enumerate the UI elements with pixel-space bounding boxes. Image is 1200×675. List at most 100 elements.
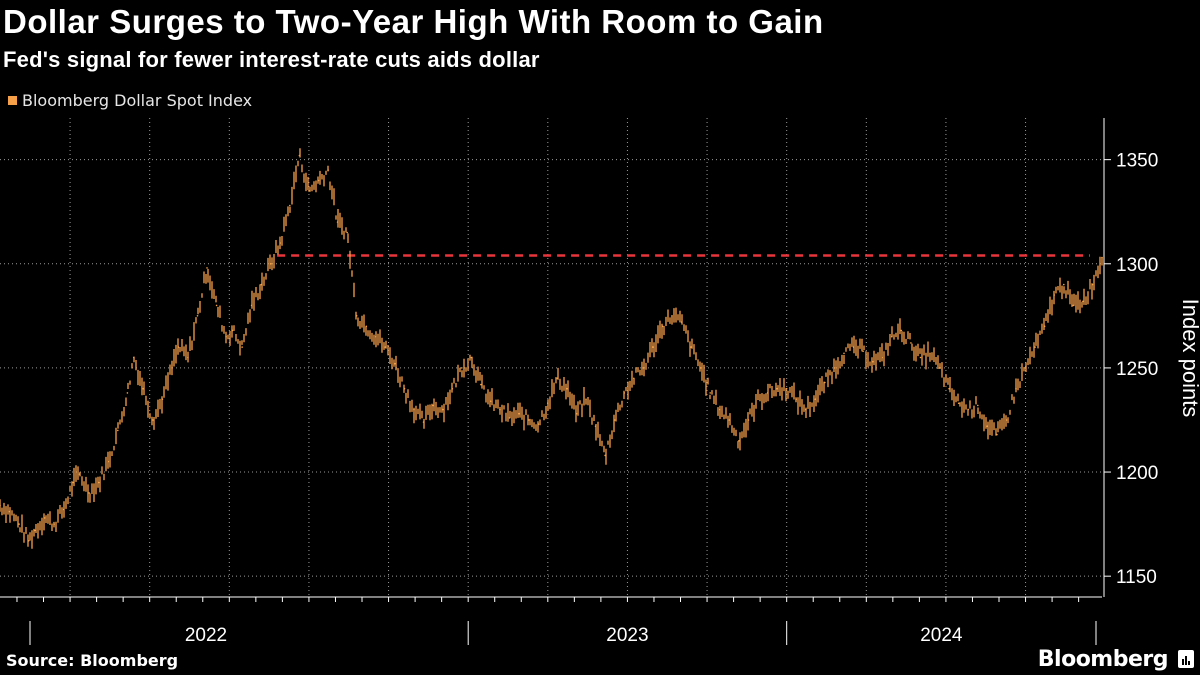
data-point (728, 419, 731, 421)
data-point (881, 356, 883, 359)
data-point (1024, 367, 1027, 369)
brand-logo: Bloomberg (1037, 647, 1169, 672)
data-point (250, 304, 253, 307)
data-point (394, 362, 396, 365)
data-point (785, 387, 788, 390)
data-point (53, 523, 55, 525)
data-point (171, 367, 173, 369)
gridlines (0, 118, 1102, 597)
data-point (757, 398, 759, 401)
series-group (0, 148, 1103, 549)
chart-subtitle: Fed's signal for fewer interest-rate cut… (3, 47, 540, 72)
data-point (547, 402, 549, 405)
data-point (996, 433, 998, 436)
data-point (671, 315, 673, 317)
x-tick-label: 2023 (606, 625, 648, 646)
data-point (117, 429, 119, 432)
data-point (1082, 300, 1084, 303)
data-point (805, 408, 807, 411)
data-point (957, 402, 960, 405)
data-point (977, 404, 979, 407)
data-point (196, 315, 199, 317)
data-point (642, 367, 645, 369)
data-point (97, 481, 100, 484)
bloomberg-terminal-icon (1178, 650, 1194, 668)
series-bars (0, 148, 1103, 549)
data-point (824, 381, 826, 384)
x-tick-label: 2022 (185, 625, 227, 646)
data-point (107, 460, 110, 463)
legend: Bloomberg Dollar Spot Index (8, 91, 252, 110)
data-point (142, 387, 145, 390)
data-point (0, 504, 1, 507)
data-point (910, 342, 912, 344)
data-point (814, 398, 817, 401)
data-point (34, 529, 36, 532)
data-point (776, 387, 778, 390)
y-tick-label: 1200 (1116, 463, 1158, 484)
data-point (308, 190, 310, 192)
data-point (403, 387, 406, 390)
data-point (225, 335, 227, 338)
data-point (336, 221, 339, 223)
legend-label: Bloomberg Dollar Spot Index (22, 91, 253, 110)
data-point (279, 242, 282, 244)
data-point (795, 398, 797, 401)
data-point (451, 387, 454, 390)
data-point (900, 329, 903, 332)
data-point (18, 523, 20, 525)
data-point (461, 367, 463, 369)
data-point (177, 346, 180, 348)
data-point (575, 412, 578, 415)
data-point (891, 335, 893, 338)
data-point (1015, 387, 1017, 390)
data-point (1005, 419, 1008, 421)
data-point (88, 492, 90, 494)
data-point (633, 377, 635, 380)
data-point (206, 267, 208, 269)
data-point (215, 304, 218, 307)
data-point (1053, 294, 1055, 296)
data-point (680, 321, 683, 323)
data-point (480, 383, 482, 386)
data-point (499, 408, 501, 411)
data-point (967, 408, 969, 411)
data-point (43, 517, 46, 519)
data-point (537, 423, 540, 425)
legend-swatch (8, 96, 17, 105)
data-point (8, 510, 11, 513)
y-axis-label: Index points (1178, 299, 1200, 418)
data-point (187, 356, 189, 359)
data-point (518, 412, 520, 415)
data-point (948, 387, 950, 390)
data-point (594, 425, 597, 428)
data-point (709, 392, 711, 394)
data-point (690, 346, 692, 348)
data-point (298, 154, 301, 157)
data-point (652, 346, 654, 348)
data-point (699, 367, 702, 369)
data-point (852, 346, 855, 348)
data-point (1101, 256, 1103, 259)
y-tick-label: 1300 (1116, 255, 1158, 276)
data-point (432, 404, 435, 407)
data-point (27, 540, 30, 542)
data-point (78, 473, 81, 475)
data-point (1091, 283, 1094, 286)
data-point (346, 231, 349, 234)
y-tick-label: 1150 (1116, 567, 1157, 588)
chart-title: Dollar Surges to Two-Year High With Room… (3, 3, 824, 40)
data-point (161, 398, 164, 401)
data-point (489, 400, 492, 403)
axes: 1150 1200 1250 1300 1350 2022 2023 2024 (0, 118, 1158, 646)
data-point (747, 419, 750, 421)
data-point (126, 392, 129, 394)
data-point (365, 325, 368, 328)
data-point (613, 419, 616, 421)
data-point (152, 419, 154, 421)
data-point (766, 392, 769, 394)
data-point (566, 387, 568, 390)
data-point (375, 335, 377, 338)
data-point (719, 408, 721, 411)
